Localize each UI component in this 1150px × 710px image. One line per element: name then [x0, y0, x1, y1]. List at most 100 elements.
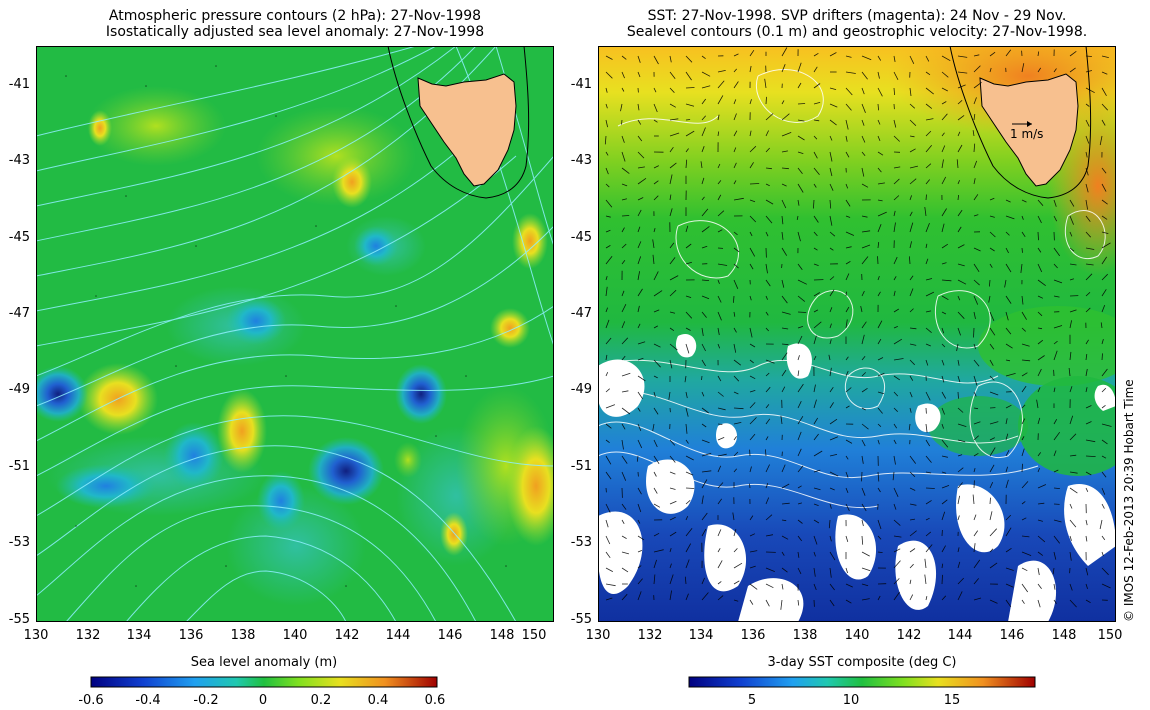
velocity-arrow: [765, 96, 767, 105]
velocity-arrow: [989, 421, 999, 425]
velocity-arrow: [797, 62, 802, 73]
velocity-arrow: [1069, 351, 1072, 361]
velocity-arrow: [605, 337, 612, 345]
velocity-arrow: [957, 180, 960, 185]
velocity-arrow: [669, 359, 673, 369]
velocity-arrow: [1069, 263, 1077, 266]
left-lon-tick: 148: [489, 628, 515, 643]
velocity-arrow: [845, 261, 851, 265]
velocity-arrow: [829, 323, 832, 329]
velocity-arrow: [1101, 387, 1107, 393]
velocity-arrow: [733, 99, 737, 105]
velocity-arrow: [1021, 199, 1027, 203]
velocity-arrow: [749, 583, 758, 590]
velocity-arrow: [1099, 519, 1103, 530]
velocity-arrow: [909, 241, 912, 249]
velocity-arrow: [1053, 519, 1062, 523]
velocity-arrow: [861, 423, 869, 430]
velocity-arrow: [749, 49, 755, 57]
velocity-arrow: [1053, 599, 1057, 604]
sla-high-150: [506, 426, 554, 546]
velocity-arrow: [829, 367, 832, 377]
velocity-arrow: [1053, 535, 1061, 544]
velocity-arrow: [973, 597, 982, 601]
left-lat-tick: -55: [8, 612, 30, 627]
velocity-arrow: [797, 535, 803, 542]
velocity-arrow: [733, 580, 740, 585]
velocity-arrow: [1085, 339, 1089, 345]
velocity-arrow: [973, 311, 976, 319]
velocity-arrow: [749, 390, 756, 393]
velocity-arrow: [813, 469, 821, 473]
velocity-arrow: [637, 341, 646, 345]
velocity-arrow: [636, 455, 639, 462]
left-lat-tick: -47: [8, 306, 30, 321]
velocity-arrow: [893, 407, 898, 412]
velocity-arrow: [829, 402, 834, 409]
velocity-arrow: [861, 407, 866, 411]
velocity-arrow: [1021, 215, 1024, 220]
velocity-arrow: [1053, 247, 1061, 257]
velocity-arrow: [941, 375, 945, 383]
velocity-arrow: [909, 407, 912, 413]
velocity-arrow: [685, 295, 692, 298]
sst-colorbar-tick: 10: [842, 693, 860, 708]
right-lon-tick: 136: [740, 628, 766, 643]
velocity-arrow: [605, 567, 613, 572]
velocity-arrow: [669, 146, 674, 153]
velocity-arrow: [941, 295, 949, 301]
velocity-arrow: [797, 279, 807, 285]
velocity-arrow: [685, 528, 693, 537]
velocity-arrow: [1037, 599, 1041, 608]
velocity-arrow: [1021, 372, 1028, 377]
velocity-arrow: [877, 551, 883, 553]
velocity-arrow: [957, 194, 959, 201]
velocity-arrow: [1085, 87, 1095, 94]
velocity-arrow: [861, 321, 867, 329]
imos-credit: © IMOS 12-Feb-2013 20:39 Hobart Time: [1122, 379, 1136, 622]
right-lon-tick: 140: [844, 628, 870, 643]
velocity-arrow: [605, 471, 612, 480]
velocity-arrow: [781, 183, 787, 187]
velocity-arrow: [845, 599, 852, 604]
velocity-arrow: [973, 54, 980, 57]
velocity-arrow: [1005, 599, 1012, 608]
velocity-arrow: [925, 455, 932, 463]
velocity-arrow: [781, 199, 787, 209]
velocity-arrow: [621, 567, 629, 573]
velocity-arrow: [684, 576, 687, 585]
velocity-arrow: [621, 55, 627, 60]
velocity-arrow: [989, 359, 994, 366]
velocity-arrow: [621, 227, 625, 233]
velocity-arrow: [733, 263, 739, 269]
velocity-arrow: [1005, 311, 1009, 321]
velocity-arrow: [781, 64, 786, 73]
velocity-arrow: [797, 519, 803, 524]
velocity-arrow: [829, 583, 835, 591]
velocity-arrow: [621, 87, 625, 92]
velocity-arrow: [1037, 467, 1040, 473]
velocity-arrow: [669, 439, 676, 446]
velocity-arrow: [909, 135, 915, 138]
velocity-arrow: [1101, 304, 1106, 313]
velocity-arrow: [957, 375, 961, 383]
velocity-arrow: [1101, 487, 1106, 495]
velocity-arrow: [941, 262, 947, 265]
velocity-arrow: [669, 257, 676, 265]
velocity-arrow: [653, 391, 656, 398]
velocity-arrow: [637, 550, 643, 553]
velocity-arrow: [1101, 471, 1107, 478]
velocity-arrow: [717, 595, 724, 601]
velocity-arrow: [765, 404, 770, 409]
velocity-arrow: [621, 471, 627, 481]
velocity-arrow: [925, 531, 932, 537]
velocity-arrow: [909, 119, 917, 126]
velocity-arrow: [780, 415, 783, 425]
velocity-arrow: [796, 215, 799, 220]
velocity-arrow: [765, 327, 769, 332]
velocity-arrow: [909, 518, 916, 521]
velocity-arrow: [1053, 551, 1057, 560]
velocity-arrow: [1005, 583, 1014, 588]
right-lon-tick: 150: [1097, 628, 1123, 643]
velocity-arrow: [621, 423, 626, 430]
